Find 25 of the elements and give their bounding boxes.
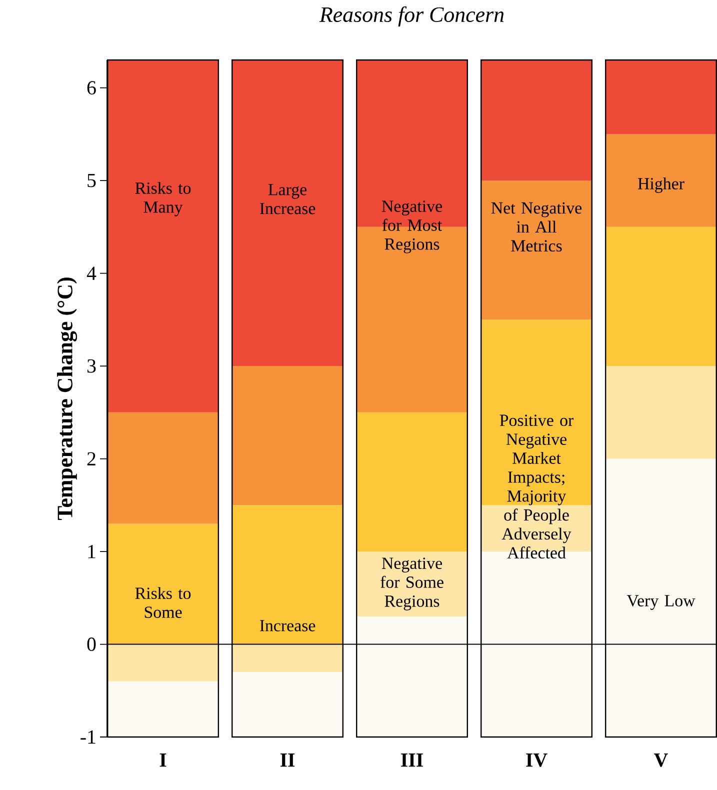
x-tick-label: II bbox=[280, 754, 295, 767]
y-tick-label: 2 bbox=[87, 452, 96, 466]
x-tick-label: V bbox=[654, 754, 668, 767]
annotation: Increase bbox=[260, 620, 316, 632]
x-tick-label: III bbox=[401, 754, 423, 767]
annotation: Higher bbox=[638, 177, 684, 193]
y-tick-label: 3 bbox=[87, 359, 96, 373]
y-tick-label: 6 bbox=[87, 81, 96, 95]
y-axis-title: Temperature Change (°C) bbox=[57, 278, 78, 520]
annotation: Large Increase bbox=[260, 184, 316, 214]
annotation: Risks to Many bbox=[135, 182, 191, 216]
annotation: Positive or Negative Market Impacts; Majority of People Adversely Affected bbox=[500, 414, 574, 559]
annotation: Risks to Some bbox=[135, 587, 191, 618]
x-tick-label: I bbox=[160, 754, 166, 767]
annotation: Net Negative in All Metrics bbox=[491, 202, 582, 252]
x-tick-label: IV bbox=[526, 754, 548, 767]
annotation: Negative for Most Regions bbox=[382, 200, 442, 254]
y-tick-label: 0 bbox=[87, 638, 96, 651]
y-tick-label: 4 bbox=[86, 266, 96, 280]
y-tick-label: 5 bbox=[88, 174, 96, 188]
y-tick-label: -1 bbox=[80, 730, 96, 744]
chart-title: Reasons for Concern bbox=[319, 6, 504, 27]
annotation: Very Low bbox=[626, 595, 696, 610]
annotation: Negative for Some Regions bbox=[380, 558, 444, 610]
y-tick-label: 1 bbox=[88, 544, 96, 558]
